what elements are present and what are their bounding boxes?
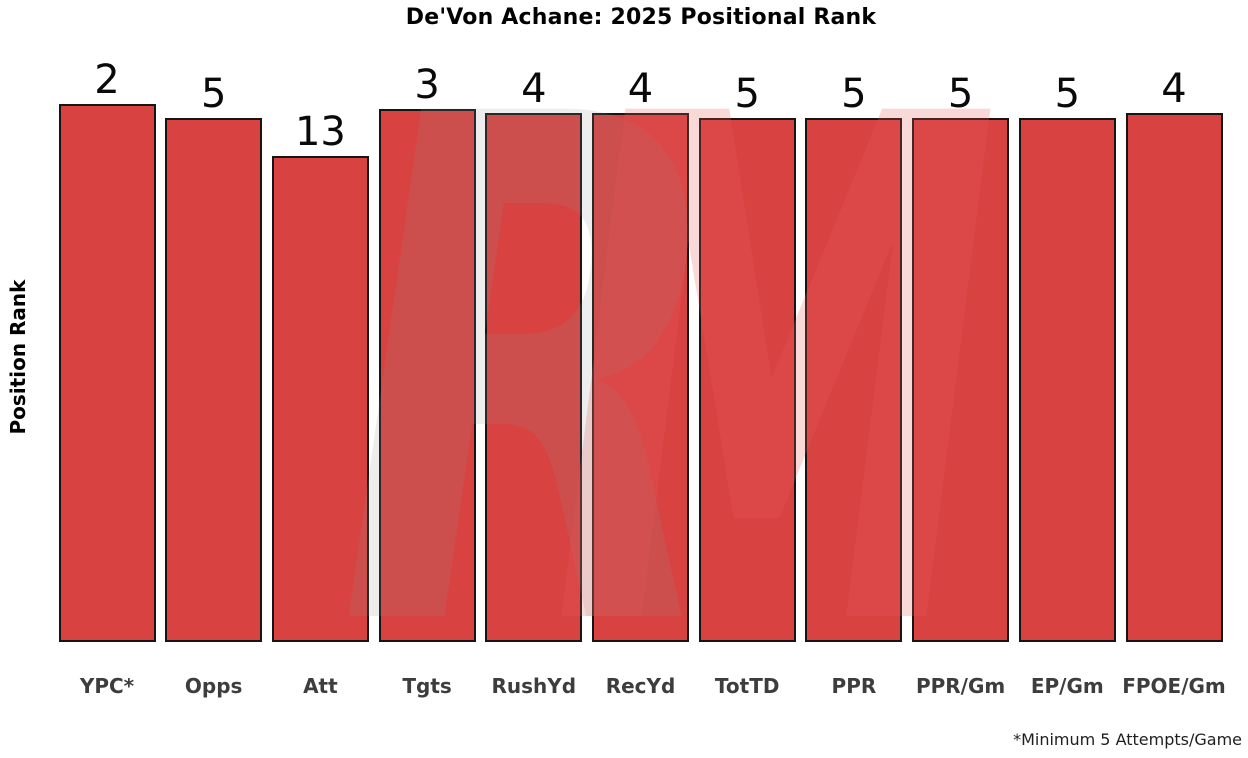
bar: [805, 118, 903, 642]
x-tick-label: Att: [303, 674, 338, 698]
bar-value-label: 13: [294, 108, 346, 155]
bar-value-label: 2: [94, 57, 120, 103]
bar-value-label: 5: [1054, 71, 1081, 118]
x-tick-label: YPC*: [79, 674, 135, 698]
bar: [271, 155, 369, 642]
chart-title: De'Von Achane: 2025 Positional Rank: [405, 5, 877, 30]
bar: [378, 108, 476, 642]
x-tick-label: Opps: [184, 674, 243, 698]
x-tick-label: FPOE/Gm: [1122, 674, 1226, 698]
bar-value-label: 5: [841, 71, 867, 118]
bar-value-label: 4: [521, 66, 547, 113]
bar: [1125, 113, 1223, 642]
x-tick-label: PPR/Gm: [915, 674, 1006, 698]
footnote: *Minimum 5 Attempts/Game: [1013, 730, 1242, 749]
x-tick-label: EP/Gm: [1030, 674, 1104, 698]
x-tick-label: RushYd: [491, 674, 577, 698]
bar-value-label: 4: [1161, 66, 1187, 113]
bar: [592, 113, 689, 642]
bar: [698, 118, 796, 642]
bar-value-label: 5: [734, 71, 760, 118]
bar: [912, 118, 1010, 642]
bar-value-label: 5: [947, 71, 974, 118]
x-tick-label: Tgts: [402, 674, 452, 698]
bar-value-label: 3: [414, 61, 440, 108]
bar-value-label: 4: [627, 66, 654, 113]
bar-value-label: 5: [200, 71, 227, 118]
x-tick-label: PPR: [831, 674, 877, 698]
bar: [165, 118, 263, 642]
bar: [58, 104, 156, 642]
bar: [1018, 118, 1116, 642]
x-tick-label: TotTD: [714, 674, 780, 698]
bar: [485, 113, 583, 642]
x-tick-label: RecYd: [605, 674, 676, 698]
